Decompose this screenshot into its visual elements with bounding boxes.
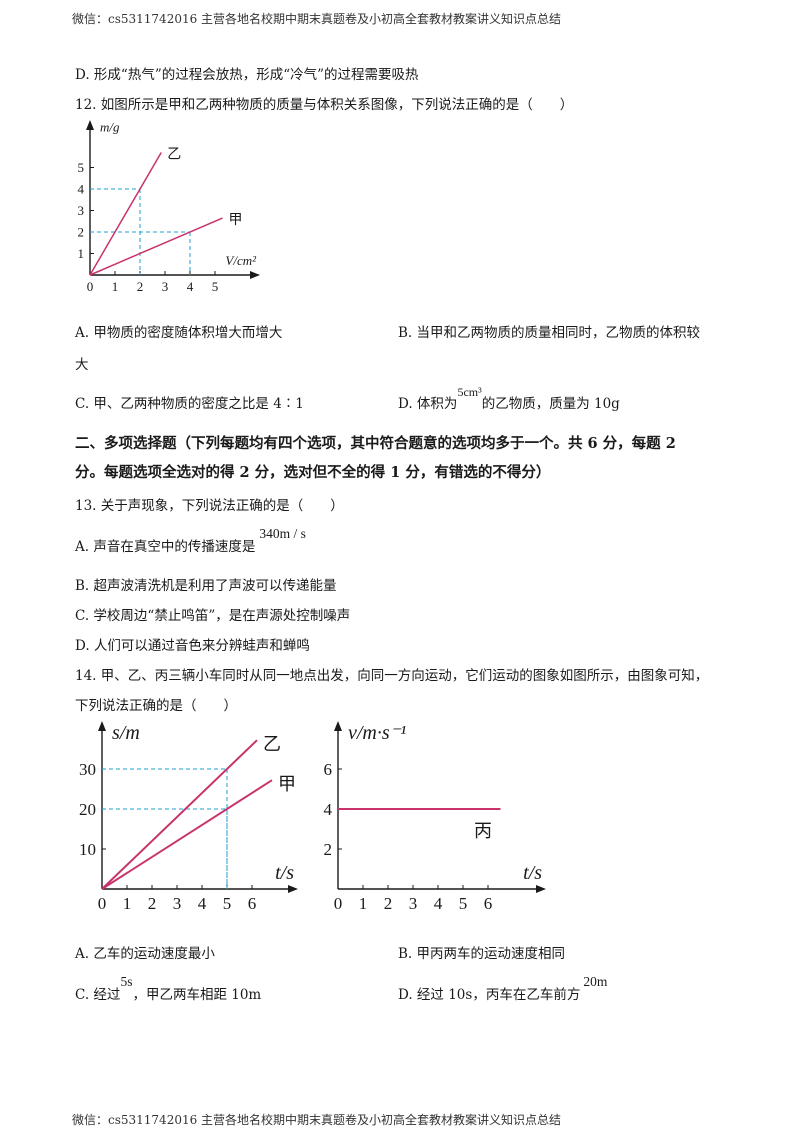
series-line-jia	[89, 217, 223, 276]
y-tick-label: 5	[78, 160, 85, 175]
q14-stem-cont: 下列说法正确的是（ ）	[75, 698, 237, 714]
x-axis-arrow	[250, 271, 260, 279]
x-tick-label: 6	[248, 894, 257, 913]
y-tick-label: 3	[78, 203, 85, 218]
y-axis-arrow	[86, 120, 94, 130]
y-axis-label: s/m	[112, 722, 140, 744]
y-axis-label: m/g	[100, 120, 120, 135]
q11-option-d: D. 形成“热气”的过程会放热，形成“冷气”的过程需要吸热	[75, 67, 419, 83]
q14-option-d-pre: D. 经过 10s，丙车在乙车前方	[398, 987, 581, 1003]
chart-mass-volume: 0 1 2 3 4 5 1 2 3 4 5 m/g V/cm² 乙甲	[78, 120, 260, 294]
q13-option-a: A. 声音在真空中的传播速度是340m / s	[75, 526, 306, 555]
x-tick-label: 0	[87, 279, 94, 294]
y-tick-label: 2	[78, 225, 85, 240]
x-tick-label: 5	[459, 894, 468, 913]
q12-option-d-post: 的乙物质，质量为 10g	[481, 396, 620, 412]
y-tick-label: 4	[324, 800, 333, 819]
series-label: 乙	[167, 146, 181, 162]
y-tick-label: 1	[78, 246, 85, 261]
x-tick-label: 3	[409, 894, 418, 913]
q14-option-c-value: 5s	[120, 974, 133, 989]
q12-option-d-value: 5cm³	[457, 385, 482, 399]
series-label: 甲	[229, 213, 243, 228]
q13-option-a-value: 340m / s	[259, 526, 306, 541]
y-tick-label: 4	[78, 182, 85, 197]
q14-option-d-value: 20m	[583, 974, 608, 989]
q14-stem: 14. 甲、乙、丙三辆小车同时从同一地点出发，向同一方向运动，它们运动的图象如图…	[75, 668, 709, 684]
x-tick-label: 1	[123, 894, 132, 913]
q12-option-c: C. 甲、乙两种物质的密度之比是 4∶1	[75, 396, 304, 412]
x-axis-label: V/cm²	[225, 253, 257, 268]
q14-option-c-post: ，甲乙两车相距 10m	[132, 987, 262, 1003]
q13-option-c: C. 学校周边“禁止鸣笛”，是在声源处控制噪声	[75, 608, 351, 624]
q13-option-d: D. 人们可以通过音色来分辨蛙声和蝉鸣	[75, 638, 310, 654]
x-tick-label: 0	[98, 894, 107, 913]
x-tick-label: 3	[162, 279, 169, 294]
q14-option-d: D. 经过 10s，丙车在乙车前方20m	[398, 974, 607, 1003]
q14-option-a: A. 乙车的运动速度最小	[75, 946, 215, 962]
y-axis-label: v/m·s⁻¹	[348, 722, 406, 744]
y-tick-label: 6	[324, 760, 333, 779]
x-tick-label: 4	[434, 894, 443, 913]
y-tick-label: 20	[79, 800, 96, 819]
x-tick-label: 0	[334, 894, 343, 913]
x-tick-label: 5	[212, 279, 219, 294]
x-tick-label: 3	[173, 894, 182, 913]
y-tick-label: 2	[324, 840, 333, 859]
series-line-yi	[101, 739, 258, 890]
q14-option-b: B. 甲丙两车的运动速度相同	[398, 946, 566, 962]
q13-stem: 13. 关于声现象，下列说法正确的是（ ）	[75, 498, 344, 514]
x-tick-label: 1	[112, 279, 119, 294]
x-tick-label: 2	[137, 279, 144, 294]
y-axis-arrow	[98, 721, 106, 731]
y-tick-label: 10	[79, 840, 96, 859]
q13-option-a-pre: A. 声音在真空中的传播速度是	[75, 539, 256, 555]
x-tick-label: 6	[484, 894, 493, 913]
x-tick-label: 1	[359, 894, 368, 913]
q12-option-a-cont: 大	[75, 357, 89, 373]
x-axis-label: t/s	[275, 862, 294, 884]
q14-option-c: C. 经过5s，甲乙两车相距 10m	[75, 974, 262, 1003]
x-axis-arrow	[536, 885, 546, 893]
series-label: 丙	[474, 821, 492, 841]
y-tick-label: 30	[79, 760, 96, 779]
x-tick-label: 2	[148, 894, 157, 913]
chart-distance-time: 0 1 2 3 4 5 6 10 20 30 s/m t/s 乙甲	[79, 721, 298, 913]
q14-option-c-pre: C. 经过	[75, 987, 121, 1003]
page-header: 微信：cs5311742016 主营各地名校期中期末真题卷及小初高全套教材教案讲…	[72, 12, 562, 26]
x-axis-label: t/s	[523, 862, 542, 884]
series-label: 甲	[278, 774, 296, 794]
series-line-jia	[101, 779, 273, 890]
section2-heading-line2: 分。每题选项全选对的得 2 分，选对但不全的得 1 分，有错选的不得分）	[75, 464, 551, 481]
x-axis-arrow	[288, 885, 298, 893]
series-line-yi	[89, 152, 162, 276]
x-tick-label: 2	[384, 894, 393, 913]
x-tick-label: 4	[187, 279, 194, 294]
q12-stem: 12. 如图所示是甲和乙两种物质的质量与体积关系图像，下列说法正确的是（ ）	[75, 97, 574, 113]
x-tick-label: 4	[198, 894, 207, 913]
x-tick-label: 5	[223, 894, 232, 913]
q12-option-a: A. 甲物质的密度随体积增大而增大	[75, 325, 283, 341]
q12-option-d-pre: D. 体积为	[398, 396, 458, 412]
y-axis-arrow	[334, 721, 342, 731]
section2-heading-line1: 二、多项选择题（下列每题均有四个选项，其中符合题意的选项均多于一个。共 6 分，…	[75, 435, 676, 452]
q12-option-b: B. 当甲和乙两物质的质量相同时，乙物质的体积较	[398, 325, 701, 341]
series-label: 乙	[263, 734, 281, 754]
q12-option-d: D. 体积为5cm³的乙物质，质量为 10g	[398, 385, 620, 412]
q13-option-b: B. 超声波清洗机是利用了声波可以传递能量	[75, 578, 337, 594]
page-footer: 微信：cs5311742016 主营各地名校期中期末真题卷及小初高全套教材教案讲…	[72, 1113, 562, 1127]
